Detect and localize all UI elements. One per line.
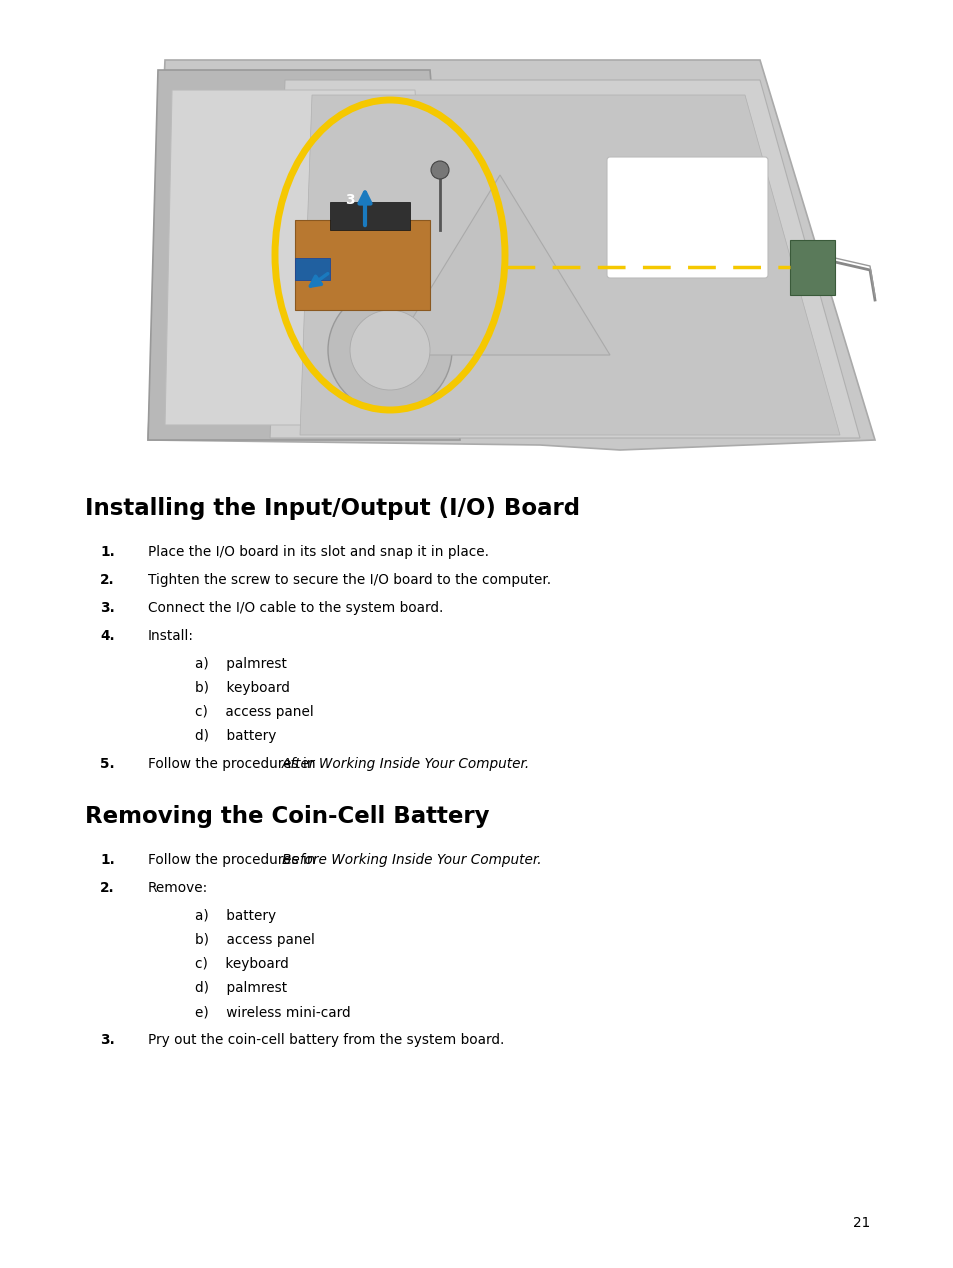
Circle shape xyxy=(431,161,449,179)
Text: 1.: 1. xyxy=(100,853,114,867)
Text: 5.: 5. xyxy=(100,757,114,771)
Text: Install:: Install: xyxy=(148,629,193,643)
Circle shape xyxy=(350,309,430,391)
Text: Installing the Input/Output (I/O) Board: Installing the Input/Output (I/O) Board xyxy=(85,497,579,520)
Text: 21: 21 xyxy=(852,1216,869,1230)
Text: Place the I/O board in its slot and snap it in place.: Place the I/O board in its slot and snap… xyxy=(148,545,489,559)
Text: 3.: 3. xyxy=(100,1033,114,1047)
Polygon shape xyxy=(148,70,459,440)
Bar xyxy=(330,202,410,230)
Text: d)    battery: d) battery xyxy=(194,729,276,743)
Text: Before Working Inside Your Computer.: Before Working Inside Your Computer. xyxy=(281,853,540,867)
Text: Follow the procedures in: Follow the procedures in xyxy=(148,853,319,867)
Polygon shape xyxy=(294,221,430,309)
Text: After Working Inside Your Computer.: After Working Inside Your Computer. xyxy=(281,757,530,771)
Text: a)    palmrest: a) palmrest xyxy=(194,657,287,671)
Polygon shape xyxy=(390,175,609,355)
Text: 2.: 2. xyxy=(100,573,114,587)
Text: 1.: 1. xyxy=(100,545,114,559)
Text: c)    keyboard: c) keyboard xyxy=(194,957,289,971)
Bar xyxy=(294,257,330,280)
Polygon shape xyxy=(299,95,840,435)
Text: Removing the Coin-Cell Battery: Removing the Coin-Cell Battery xyxy=(85,805,489,828)
Polygon shape xyxy=(148,60,874,450)
Text: a)    battery: a) battery xyxy=(194,909,275,923)
Text: e)    wireless mini-card: e) wireless mini-card xyxy=(194,1006,351,1019)
Text: c)    access panel: c) access panel xyxy=(194,705,314,719)
Polygon shape xyxy=(789,240,834,295)
Text: b)    access panel: b) access panel xyxy=(194,933,314,947)
Text: 3.: 3. xyxy=(100,601,114,615)
Circle shape xyxy=(328,288,452,412)
Text: b)    keyboard: b) keyboard xyxy=(194,681,290,695)
Text: 2.: 2. xyxy=(100,881,114,895)
Text: Pry out the coin-cell battery from the system board.: Pry out the coin-cell battery from the s… xyxy=(148,1033,504,1047)
Text: Remove:: Remove: xyxy=(148,881,208,895)
Text: Tighten the screw to secure the I/O board to the computer.: Tighten the screw to secure the I/O boar… xyxy=(148,573,551,587)
Text: Follow the procedures in: Follow the procedures in xyxy=(148,757,319,771)
FancyBboxPatch shape xyxy=(606,157,767,278)
Polygon shape xyxy=(165,90,439,425)
Text: d)    palmrest: d) palmrest xyxy=(194,981,287,995)
Polygon shape xyxy=(270,80,859,437)
Text: 3: 3 xyxy=(345,193,355,207)
Text: 4.: 4. xyxy=(100,629,114,643)
Text: Connect the I/O cable to the system board.: Connect the I/O cable to the system boar… xyxy=(148,601,443,615)
